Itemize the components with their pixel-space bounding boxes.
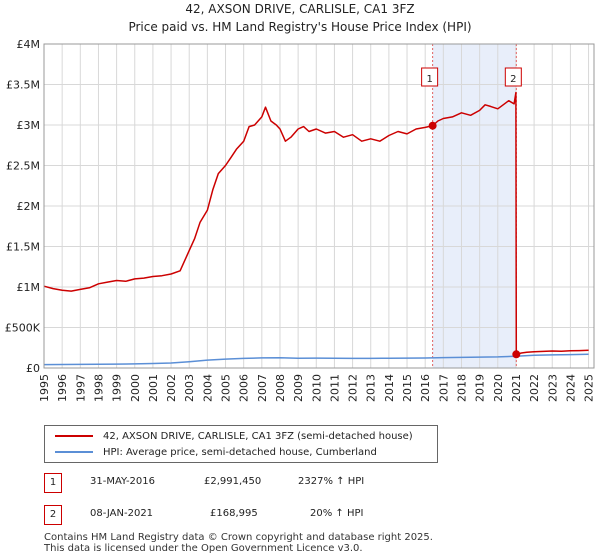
annotation-1-label: 1	[426, 74, 432, 85]
x-tick-label: 2012	[347, 374, 360, 402]
legend-item-hpi: HPI: Average price, semi-detached house,…	[55, 445, 377, 459]
x-tick-label: 2023	[546, 374, 559, 402]
annotation-1-box	[421, 67, 439, 87]
x-tick-label: 2002	[165, 374, 178, 402]
x-tick-label: 2009	[292, 374, 305, 402]
legend-item-property: 42, AXSON DRIVE, CARLISLE, CA1 3FZ (semi…	[55, 429, 413, 443]
table-row: 2 08-JAN-2021 £168,995 20% ↑ HPI	[44, 505, 444, 525]
x-tick-label: 2015	[401, 374, 414, 402]
x-tick-label: 1996	[56, 374, 69, 402]
footer-copyright: Contains HM Land Registry data © Crown c…	[44, 532, 433, 543]
x-tick-label: 2006	[238, 374, 251, 402]
x-tick-label: 2004	[201, 374, 214, 402]
x-tick-label: 2016	[419, 374, 432, 402]
x-tick-label: 1999	[111, 374, 124, 402]
x-tick-label: 2019	[474, 374, 487, 402]
x-tick-label: 2017	[437, 374, 450, 402]
transaction-hpi-change: 2327% ↑ HPI	[298, 476, 365, 487]
x-tick-label: 2013	[365, 374, 378, 402]
chart-legend: 42, AXSON DRIVE, CARLISLE, CA1 3FZ (semi…	[44, 425, 438, 463]
x-tick-label: 2003	[183, 374, 196, 402]
y-tick-label: £3.5M	[6, 79, 40, 92]
x-tick-label: 2020	[492, 374, 505, 402]
transaction-price: £2,991,450	[204, 476, 262, 487]
x-tick-label: 2005	[220, 374, 233, 402]
chart-title: 42, AXSON DRIVE, CARLISLE, CA1 3FZ	[185, 2, 415, 16]
x-tick-label: 2014	[383, 374, 396, 402]
x-tick-label: 2024	[564, 374, 577, 402]
y-tick-label: £1.5M	[6, 241, 40, 254]
sale-point-1	[428, 121, 437, 130]
transaction-price: £168,995	[210, 508, 258, 519]
transaction-date: 31-MAY-2016	[90, 476, 156, 487]
y-tick-label: £1M	[17, 281, 41, 294]
x-tick-label: 2025	[583, 374, 596, 402]
y-tick-label: £4M	[17, 38, 41, 51]
x-tick-label: 2001	[147, 374, 160, 402]
y-tick-label: £0	[26, 362, 40, 375]
price-chart: 1 2 £0 £500K £1M £1.5M £2M £2.5M £3M £3.5M £4M 19…	[5, 38, 596, 402]
annotation-2-box	[504, 67, 522, 87]
y-tick-label: £3M	[17, 119, 41, 132]
legend-label-hpi: HPI: Average price, semi-detached house,…	[103, 446, 377, 458]
plot-area-frame	[43, 43, 595, 369]
legend-swatch-property	[55, 435, 93, 437]
x-tick-label: 2007	[256, 374, 269, 402]
property-price-line	[43, 91, 589, 356]
x-tick-label: 2018	[455, 374, 468, 402]
footer: Contains HM Land Registry data © Crown c…	[44, 532, 433, 554]
x-tick-label: 1995	[38, 374, 51, 402]
table-row: 1 31-MAY-2016 £2,991,450 2327% ↑ HPI	[44, 473, 444, 493]
transaction-number-badge: 1	[44, 473, 62, 493]
y-tick-label: £500K	[5, 322, 41, 335]
x-tick-label: 2011	[328, 374, 341, 402]
sale-point-2	[512, 350, 521, 359]
annotation-2-label: 2	[510, 74, 516, 85]
hpi-line	[43, 353, 589, 366]
chart-subtitle: Price paid vs. HM Land Registry's House …	[128, 20, 472, 34]
transaction-hpi-change: 20% ↑ HPI	[310, 508, 364, 519]
y-tick-label: £2M	[17, 200, 41, 213]
transaction-number-badge: 2	[44, 505, 62, 525]
y-tick-label: £2.5M	[6, 160, 40, 173]
x-tick-label: 2010	[310, 374, 323, 402]
legend-label-property: 42, AXSON DRIVE, CARLISLE, CA1 3FZ (semi…	[103, 430, 413, 442]
x-tick-label: 1997	[74, 374, 87, 402]
x-tick-label: 1998	[92, 374, 105, 402]
footer-licence: This data is licensed under the Open Gov…	[44, 543, 363, 554]
transaction-date: 08-JAN-2021	[90, 508, 154, 519]
x-tick-label: 2022	[528, 374, 541, 402]
x-tick-label: 2021	[510, 374, 523, 402]
x-tick-label: 2008	[274, 374, 287, 402]
x-tick-label: 2000	[129, 374, 142, 402]
legend-swatch-hpi	[55, 451, 93, 453]
